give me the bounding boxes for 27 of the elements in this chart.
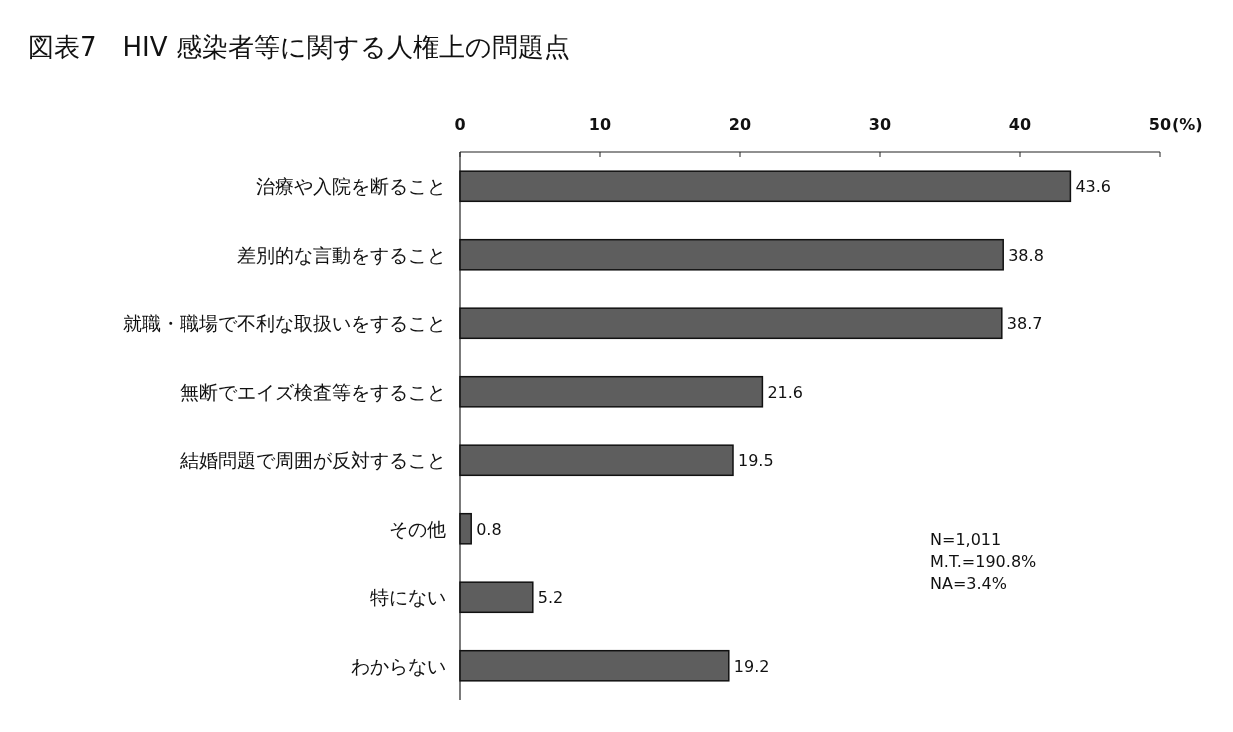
data-label: 0.8 [476,519,502,539]
data-label: 21.6 [767,382,804,402]
data-label: 19.5 [738,451,774,471]
annotation: NA=3.4% [930,574,1007,593]
data-label: 38.7 [1006,314,1043,334]
y-tick-label: 無断でエイズ検査等をすること [180,380,446,403]
annotation: N=1,011 [930,530,1002,549]
data-label: 38.8 [1008,245,1044,265]
x-tick-label: 0 [454,115,466,134]
y-tick-label: その他 [389,517,446,540]
x-tick-label: 20 [728,115,752,134]
y-tick-label: 特にない [370,586,446,609]
x-axis-title: (%) [1172,115,1203,134]
data-label: 5.2 [537,588,564,608]
y-tick-label: わからない [351,654,446,677]
data-label: 43.6 [1075,177,1112,197]
x-tick-label: 40 [1008,115,1032,134]
x-tick-label: 10 [588,115,612,134]
annotation: M.T.=190.8% [930,552,1037,571]
y-tick-label: 差別的な言動をすること [237,243,446,266]
x-tick-label: 30 [868,115,892,134]
y-tick-label: 就職・職場で不利な取扱いをすること [123,312,446,335]
y-tick-label: 結婚問題で周囲が反対すること [179,449,446,472]
y-tick-label: 治療や入院を断ること [256,175,446,198]
title: 図表7 HIV 感染者等に関する人権上の問題点 [28,32,570,62]
x-tick-label: 50 [1148,115,1172,134]
data-label: 19.2 [733,656,770,676]
